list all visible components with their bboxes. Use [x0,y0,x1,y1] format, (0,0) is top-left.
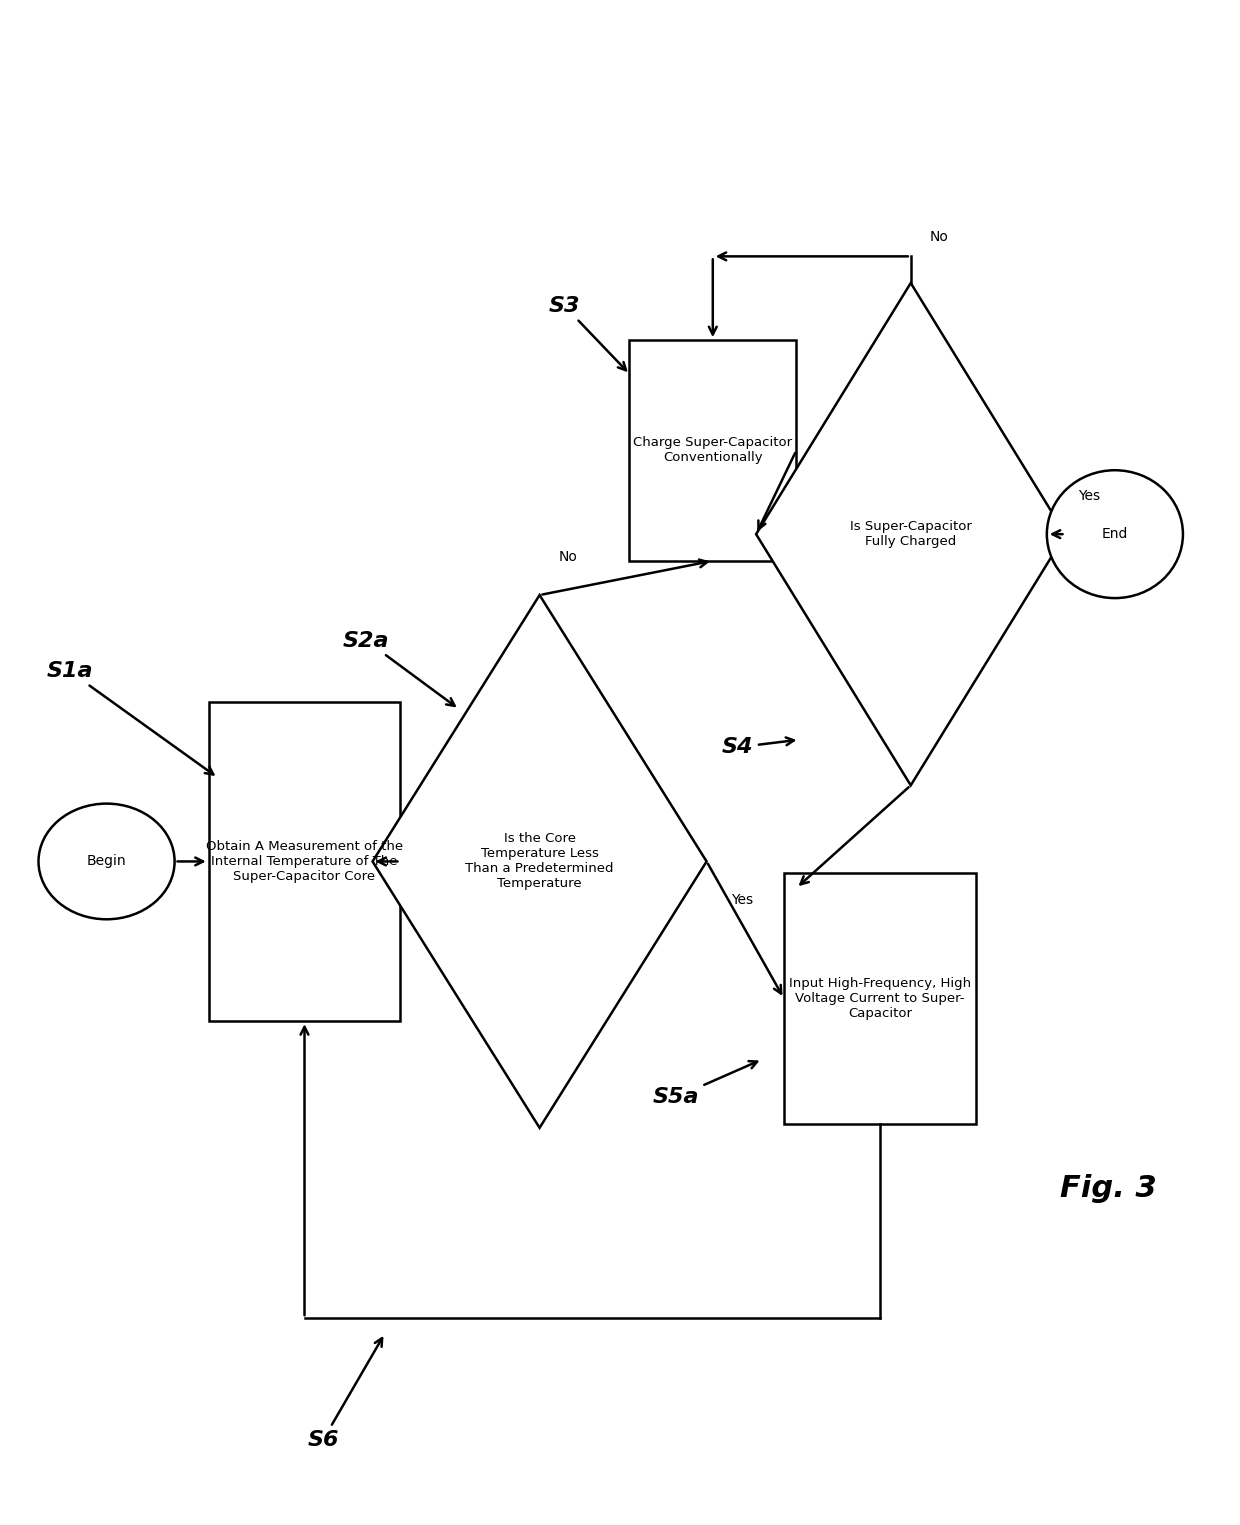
Text: S5a: S5a [652,1061,758,1107]
Bar [629,340,796,561]
Text: End: End [1101,528,1128,541]
Ellipse shape [38,804,175,920]
Text: S3: S3 [548,296,626,371]
Text: Charge Super-Capacitor
Conventionally: Charge Super-Capacitor Conventionally [634,436,792,465]
Text: Yes: Yes [1078,490,1100,503]
Text: S4: S4 [722,737,794,758]
Text: Begin: Begin [87,854,126,868]
Ellipse shape [1047,470,1183,598]
Text: S6: S6 [308,1337,382,1450]
Polygon shape [756,284,1065,785]
Text: S1a: S1a [46,662,213,775]
Polygon shape [372,595,707,1128]
Text: No: No [558,551,577,564]
Bar [208,702,401,1022]
Text: No: No [929,230,949,244]
Text: Obtain A Measurement of the
Internal Temperature of The
Super-Capacitor Core: Obtain A Measurement of the Internal Tem… [206,840,403,883]
Text: Yes: Yes [732,892,754,906]
Text: Input High-Frequency, High
Voltage Current to Super-
Capacitor: Input High-Frequency, High Voltage Curre… [789,978,971,1020]
Text: S2a: S2a [343,631,455,706]
Text: Fig. 3: Fig. 3 [1060,1174,1157,1203]
Bar [784,872,976,1124]
Text: Is Super-Capacitor
Fully Charged: Is Super-Capacitor Fully Charged [849,520,972,547]
Text: Is the Core
Temperature Less
Than a Predetermined
Temperature: Is the Core Temperature Less Than a Pred… [465,833,614,891]
